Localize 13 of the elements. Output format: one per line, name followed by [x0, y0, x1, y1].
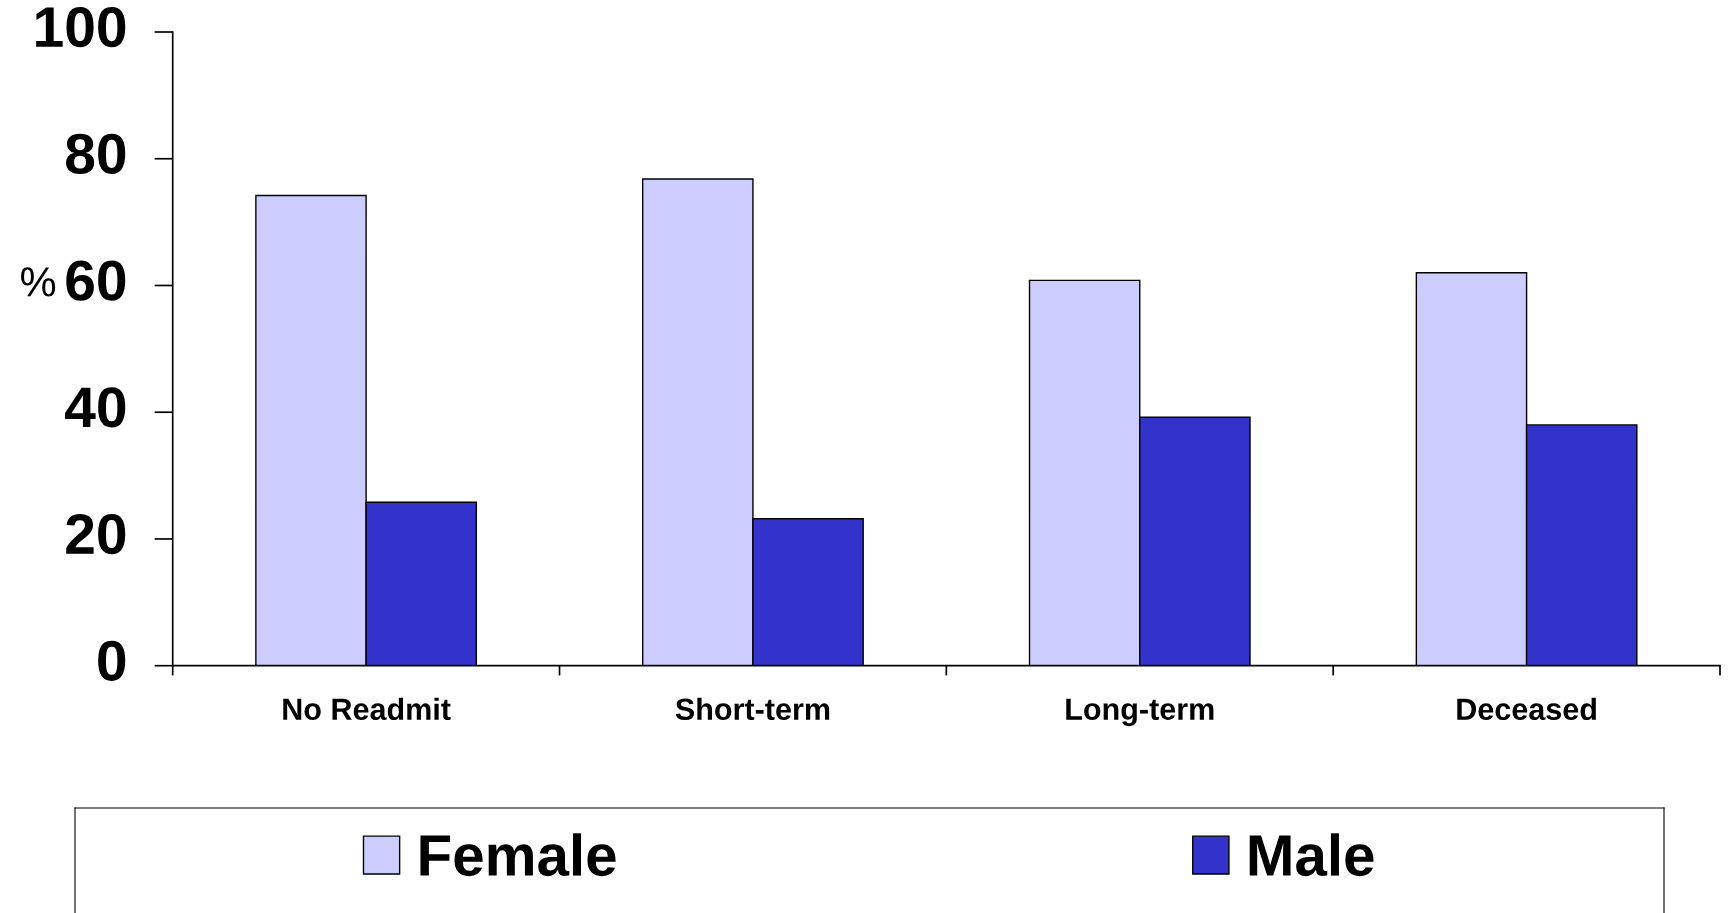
x-tick-label: Deceased	[1457, 697, 1596, 721]
y-tick-label: 0	[98, 640, 126, 681]
x-tick-label: Short-term	[675, 697, 830, 721]
legend-label: Female	[420, 833, 616, 877]
x-tick-label: Long-term	[1066, 698, 1214, 727]
y-tick-label: 40	[65, 387, 126, 428]
legend-label: Male	[1249, 833, 1374, 877]
y-tick-label: 100	[36, 6, 126, 48]
y-tick-label: 60	[66, 260, 126, 301]
y-tick-label: 80	[66, 133, 126, 175]
y-axis-title: %	[21, 267, 56, 297]
y-tick-label: 20	[66, 513, 126, 555]
x-tick-label: No Readmit	[283, 697, 451, 721]
